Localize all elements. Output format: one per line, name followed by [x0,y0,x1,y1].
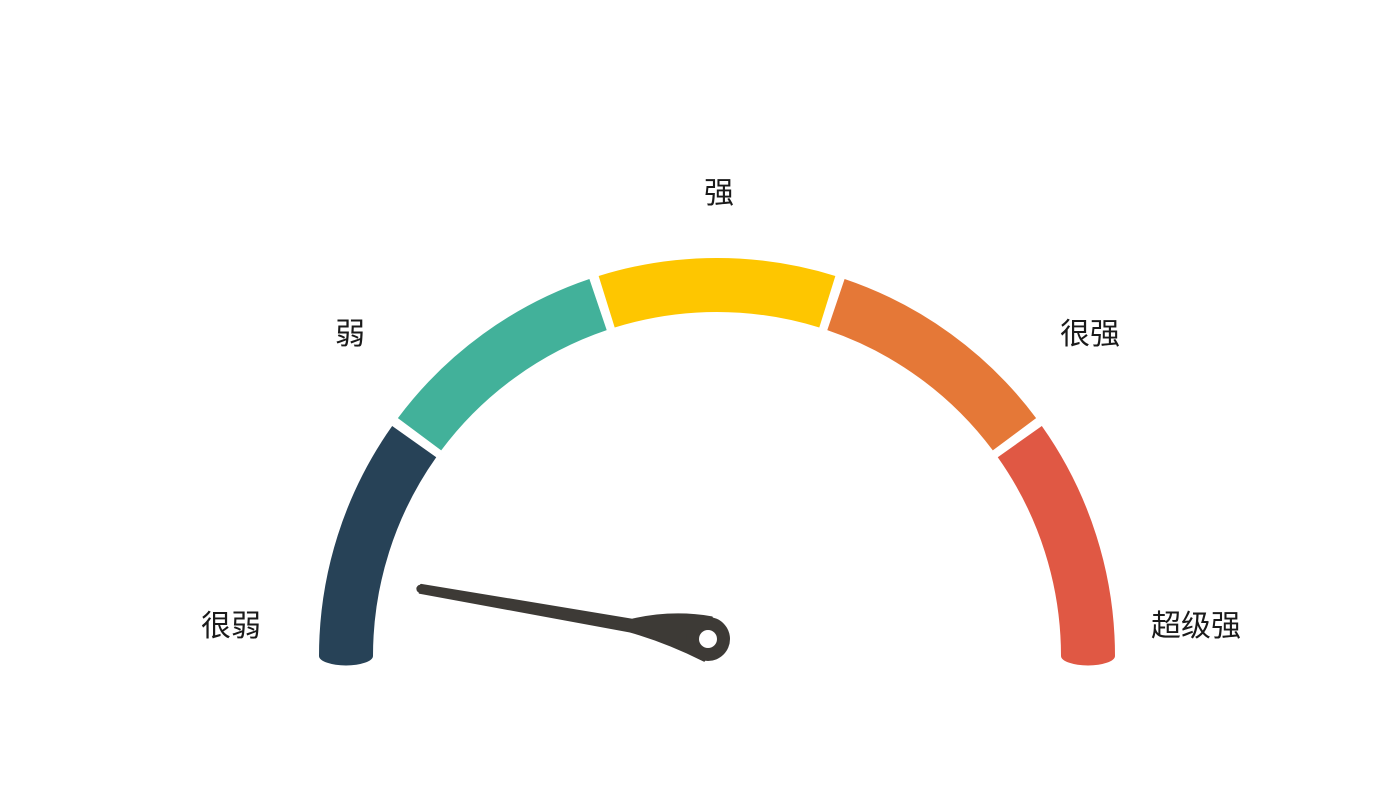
label-very-weak: 很弱 [201,609,261,644]
segment-weak [397,279,607,451]
gauge-segments [319,257,1115,666]
label-super-strong: 超级强 [1151,609,1241,644]
gauge-needle [416,583,730,662]
segment-very-strong [827,279,1037,451]
segment-strong [598,257,836,328]
gauge-labels: 很弱 弱 强 很强 超级强 [201,176,1241,644]
label-weak: 弱 [335,317,365,352]
needle-shaft [418,583,713,662]
needle-hub-hole [699,630,717,648]
needle-tip [416,584,425,593]
segment-super-strong [997,426,1115,666]
label-strong: 强 [704,176,734,211]
label-very-strong: 很强 [1060,317,1120,352]
segment-very-weak [319,426,437,666]
